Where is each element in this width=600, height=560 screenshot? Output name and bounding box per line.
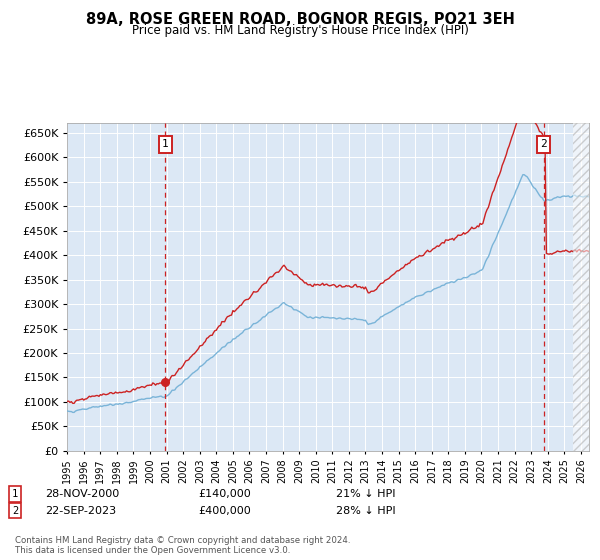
Text: 21% ↓ HPI: 21% ↓ HPI [336,489,395,499]
Text: 22-SEP-2023: 22-SEP-2023 [45,506,116,516]
Text: 1: 1 [162,139,169,150]
Text: 2: 2 [12,506,18,516]
Text: £400,000: £400,000 [198,506,251,516]
Text: 89A, ROSE GREEN ROAD, BOGNOR REGIS, PO21 3EH: 89A, ROSE GREEN ROAD, BOGNOR REGIS, PO21… [86,12,514,27]
Text: This data is licensed under the Open Government Licence v3.0.: This data is licensed under the Open Gov… [15,545,290,555]
Bar [572,123,600,451]
Text: 2: 2 [540,139,547,150]
Text: £140,000: £140,000 [198,489,251,499]
Text: Contains HM Land Registry data © Crown copyright and database right 2024.: Contains HM Land Registry data © Crown c… [15,536,350,545]
Text: 28-NOV-2000: 28-NOV-2000 [45,489,119,499]
Text: 1: 1 [12,489,18,499]
Text: Price paid vs. HM Land Registry's House Price Index (HPI): Price paid vs. HM Land Registry's House … [131,24,469,36]
Text: 28% ↓ HPI: 28% ↓ HPI [336,506,395,516]
